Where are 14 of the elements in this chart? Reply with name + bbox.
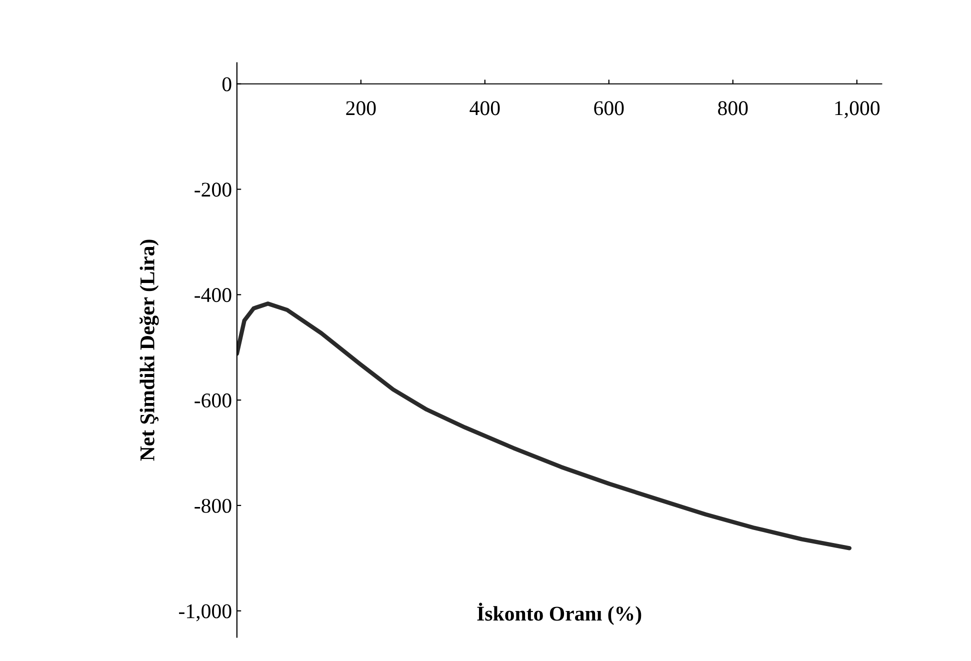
x-tick-label: 600 <box>594 101 624 116</box>
y-tick-label: -200 <box>194 182 232 197</box>
y-tick-label: -800 <box>194 498 232 513</box>
y-tick-label: 0 <box>222 77 232 92</box>
y-tick-label: -400 <box>194 288 232 302</box>
x-tick-label: 200 <box>346 101 376 116</box>
x-tick-label: 1,000 <box>835 101 880 118</box>
x-tick-label: 800 <box>718 101 748 116</box>
y-tick-label: -600 <box>194 393 232 408</box>
y-axis-title: Net Şimdiki Değer (Lira) <box>140 240 159 461</box>
x-tick-label: 400 <box>470 101 500 116</box>
x-axis-title: İskonto Oranı (%) <box>477 602 642 625</box>
line-series <box>236 302 852 550</box>
y-tick-label: -1,000 <box>179 604 232 622</box>
